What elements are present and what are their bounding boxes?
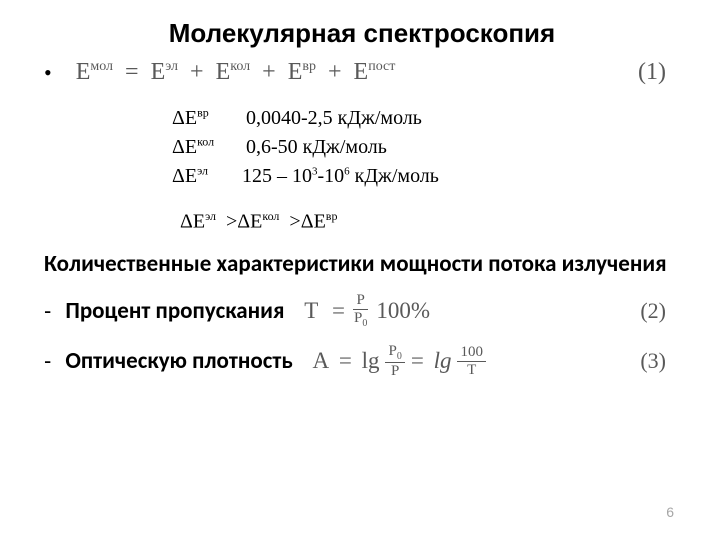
transmittance-row: - Процент пропускания T = P P0 100% (2) <box>44 292 680 329</box>
energy-ranges: ΔEвр 0,0040-2,5 кДж/моль ΔEкол 0,6-50 кД… <box>172 104 680 191</box>
transmittance-label: Процент пропускания <box>65 297 284 325</box>
bullet-icon: • <box>44 62 52 84</box>
dash-icon: - <box>44 348 51 374</box>
page-title: Молекулярная спектроскопия <box>44 18 680 49</box>
absorbance-row: - Оптическую плотность A = lg P0 P = lg … <box>44 343 680 380</box>
absorbance-formula: A = lg P0 P = lg 100 T <box>303 343 488 380</box>
equation-3-number: (3) <box>640 348 680 374</box>
energy-row: ΔEвр 0,0040-2,5 кДж/моль <box>172 104 680 133</box>
dash-icon: - <box>44 298 51 324</box>
energy-inequality: ΔEэл >ΔEкол >ΔEвр <box>180 209 680 234</box>
section-heading: Количественные характеристики мощности п… <box>44 250 680 279</box>
equation-1-number: (1) <box>638 59 680 86</box>
energy-row: ΔEкол 0,6-50 кДж/моль <box>172 133 680 162</box>
equation-1: Eмол = Eэл + Eкол + Eвр + Eпост <box>76 59 638 86</box>
energy-row: ΔEэл 125 – 103-106 кДж/моль <box>172 162 680 191</box>
transmittance-formula: T = P P0 100% <box>294 292 430 329</box>
page-number: 6 <box>666 504 674 520</box>
equation-2-number: (2) <box>640 298 680 324</box>
absorbance-label: Оптическую плотность <box>65 347 292 375</box>
equation-1-row: • Eмол = Eэл + Eкол + Eвр + Eпост (1) <box>44 59 680 86</box>
